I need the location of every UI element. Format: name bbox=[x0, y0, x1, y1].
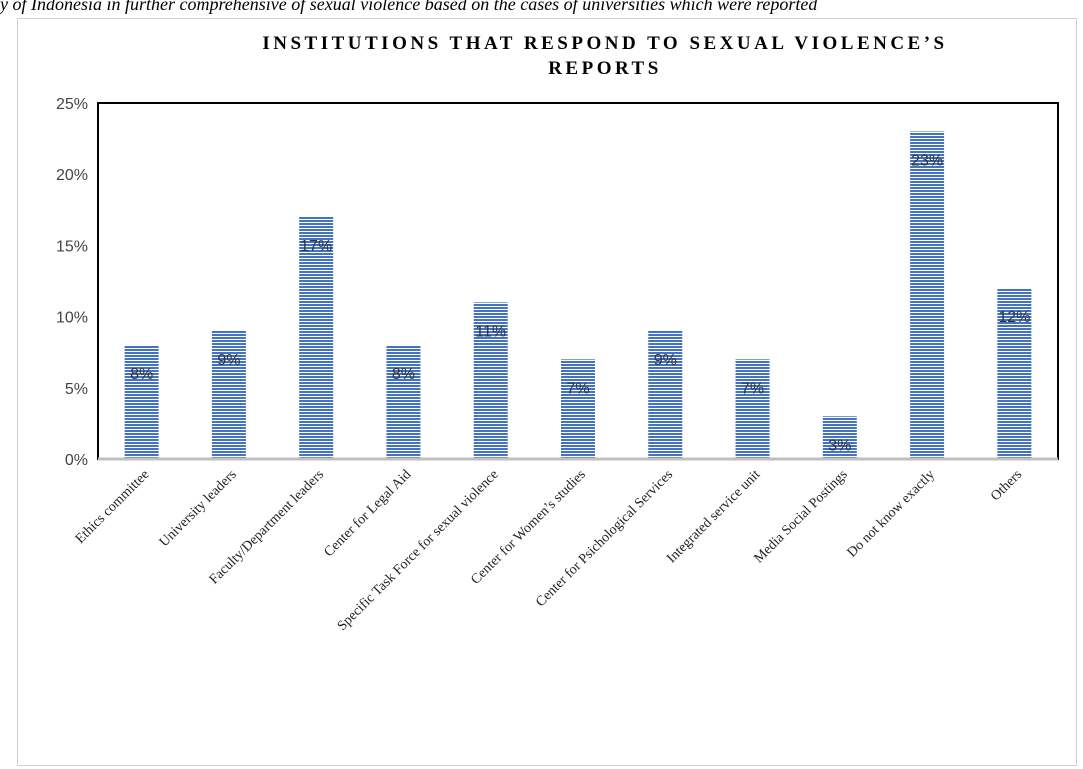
x-axis: Ethics committee University leadersFacult… bbox=[73, 467, 1025, 634]
bar bbox=[735, 359, 770, 459]
y-tick-label: 15% bbox=[56, 238, 88, 255]
data-label: 9% bbox=[217, 352, 240, 369]
y-tick-label: 20% bbox=[56, 167, 88, 184]
data-label: 8% bbox=[130, 366, 153, 383]
chart-frame: INSTITUTIONS THAT RESPOND TO SEXUAL VIOL… bbox=[17, 18, 1077, 766]
x-tick-label: Media Social Postings bbox=[751, 467, 850, 566]
y-tick-label: 25% bbox=[56, 96, 88, 113]
data-label: 23% bbox=[911, 152, 943, 169]
bar bbox=[473, 302, 508, 459]
figure-caption: y of Indonesia in further comprehensive … bbox=[0, 0, 818, 14]
bar bbox=[386, 345, 421, 459]
data-label: 8% bbox=[392, 366, 415, 383]
bar bbox=[561, 359, 595, 459]
data-label: 7% bbox=[741, 380, 764, 397]
data-label: 7% bbox=[566, 380, 589, 397]
x-tick-label: Center for Legal Aid bbox=[321, 467, 414, 560]
data-label: 9% bbox=[654, 352, 677, 369]
x-tick-label: Others bbox=[988, 467, 1025, 504]
data-label: 3% bbox=[828, 437, 851, 454]
bar bbox=[910, 131, 945, 459]
chart-title-line-1: INSTITUTIONS THAT RESPOND TO SEXUAL VIOL… bbox=[262, 33, 947, 54]
y-tick-label: 5% bbox=[65, 381, 88, 398]
bars-group: 8% 9% 17% 8% 11% 7% 9% 7% 3% 23% 12% bbox=[124, 131, 1032, 459]
y-tick-label: 0% bbox=[65, 452, 88, 469]
bar bbox=[997, 288, 1032, 459]
data-label: 11% bbox=[475, 323, 506, 340]
data-label: 17% bbox=[300, 238, 332, 255]
x-tick-label: Ethics committee bbox=[73, 467, 153, 547]
bar-chart: INSTITUTIONS THAT RESPOND TO SEXUAL VIOL… bbox=[56, 33, 1059, 634]
x-tick-label: Do not know exactly bbox=[845, 467, 938, 560]
x-tick-label: University leaders bbox=[157, 467, 240, 550]
bar bbox=[648, 330, 683, 459]
x-tick-label: Integrated service unit bbox=[664, 467, 763, 566]
y-tick-label: 10% bbox=[56, 310, 88, 327]
data-label: 12% bbox=[998, 309, 1030, 326]
bar bbox=[124, 345, 159, 459]
bar bbox=[299, 216, 334, 459]
y-axis: 0% 5% 10% 15% 20% 25% bbox=[56, 96, 88, 469]
x-tick-label: Center for Psichological Services bbox=[533, 467, 676, 610]
chart-title-line-2: REPORTS bbox=[548, 58, 662, 79]
bar bbox=[822, 416, 857, 459]
x-tick-label: Specific Task Force for sexual violence bbox=[335, 467, 502, 634]
bar bbox=[211, 330, 246, 459]
